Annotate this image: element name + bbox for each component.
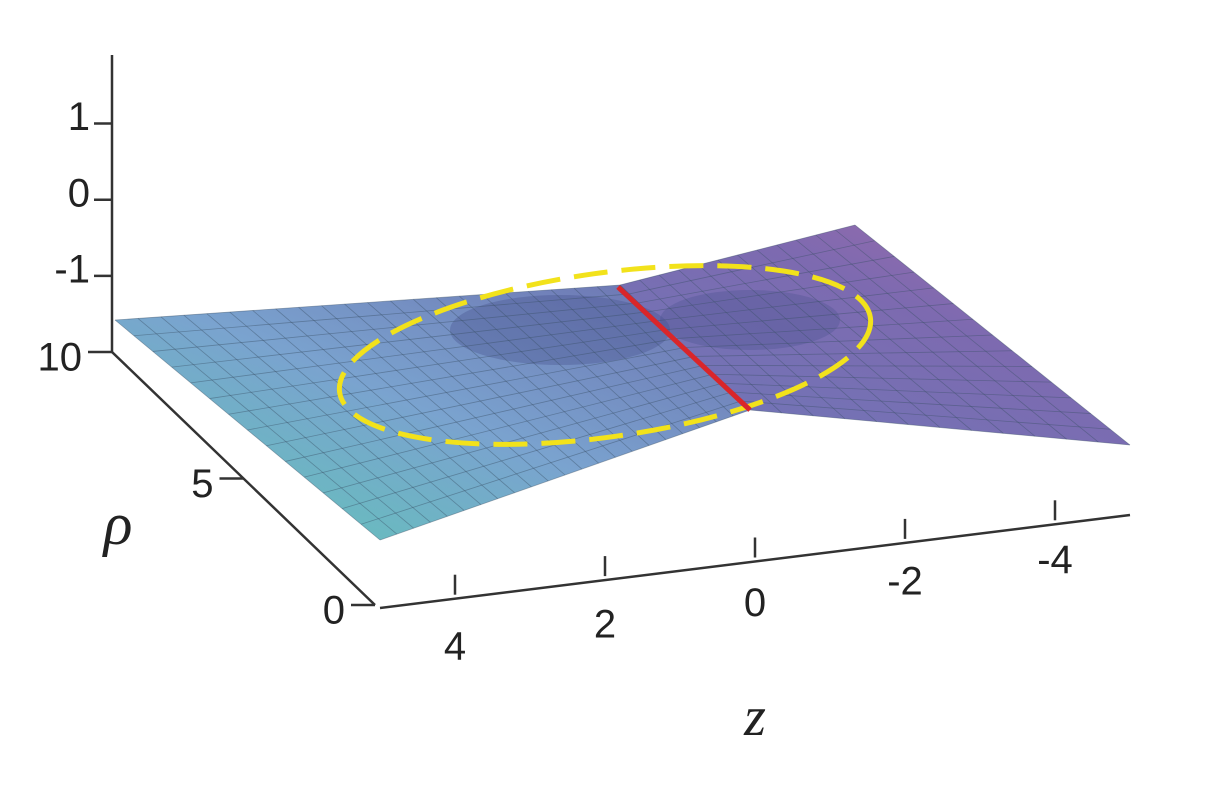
mesh-line [137, 318, 398, 535]
x-tick-label: 2 [594, 603, 616, 647]
x-axis-label: z [743, 686, 766, 748]
highlight-line [616, 285, 752, 412]
surface-left [115, 285, 750, 540]
mesh-line [717, 259, 909, 425]
mesh-line [344, 303, 549, 482]
mesh-line [712, 373, 1052, 383]
mesh-line [247, 347, 686, 431]
mesh-line [694, 350, 1013, 357]
x-tick-label: 4 [444, 624, 466, 668]
mesh-line [436, 297, 616, 458]
mesh-line [619, 224, 856, 286]
mesh-line [657, 287, 934, 322]
mesh-line [675, 318, 973, 339]
annotations [336, 263, 874, 447]
mesh-line [285, 364, 704, 462]
mesh-line [638, 256, 895, 304]
mesh-line [573, 287, 717, 423]
mesh-line [722, 382, 1072, 399]
mesh-line [321, 305, 532, 488]
mesh-line [229, 311, 465, 511]
mesh-line [698, 264, 877, 422]
mesh-line [114, 319, 381, 541]
mesh-line [266, 356, 695, 447]
x-axis [379, 513, 1131, 610]
mesh-line [749, 409, 1131, 446]
dip-shade [450, 295, 670, 365]
mesh-line [504, 292, 667, 440]
mesh-line [639, 279, 782, 414]
mesh-line [550, 289, 700, 429]
mesh-line [854, 224, 1131, 446]
y-tick-label: 10 [38, 336, 83, 380]
mesh-line [666, 303, 954, 331]
mesh-line [275, 308, 498, 499]
y-axis-label: ρ [102, 491, 133, 557]
mesh-line [731, 391, 1091, 414]
mesh-line [367, 302, 566, 476]
mesh-line [629, 240, 875, 295]
x-tick-label: 0 [744, 581, 766, 625]
mesh-line [684, 334, 993, 348]
mesh-line [647, 271, 914, 313]
mesh-line [737, 254, 941, 428]
mesh-line [114, 284, 621, 321]
mesh-line [379, 409, 751, 541]
surface [114, 224, 1131, 541]
dip-shade [660, 290, 840, 350]
mesh-line [835, 229, 1099, 443]
mesh-line [304, 373, 713, 478]
z-tick-label: 0 [68, 171, 90, 215]
z-tick-label: 1 [68, 95, 90, 139]
y-tick-label: 5 [191, 462, 213, 506]
mesh-line [815, 234, 1067, 440]
x-tick-label: -2 [887, 559, 923, 603]
mesh-line [678, 269, 846, 420]
mesh-line [459, 295, 633, 452]
surface-right [620, 225, 1130, 445]
mesh-line [703, 364, 1032, 367]
mesh-line [252, 310, 482, 505]
mesh-line [795, 239, 1036, 437]
mesh-line [527, 291, 683, 434]
mesh-line [413, 299, 599, 464]
mesh-line [152, 302, 639, 352]
mesh-line [596, 286, 734, 417]
mesh-line [323, 382, 723, 494]
mesh-line [342, 391, 732, 509]
mesh-line [171, 311, 648, 368]
mesh-line [160, 316, 414, 529]
mesh-line [360, 400, 741, 525]
y-tick-label: 0 [323, 589, 345, 633]
mesh-line [482, 294, 650, 446]
mesh-line [209, 329, 667, 399]
mesh-line [740, 400, 1111, 430]
mesh-line [133, 293, 630, 337]
mesh-line [228, 338, 676, 415]
mesh-line [206, 313, 448, 517]
mesh-line [190, 320, 658, 384]
mesh-line [298, 306, 515, 494]
highlight-ellipse [336, 263, 874, 447]
z-tick-label: -1 [54, 247, 90, 291]
x-tick-label: -4 [1037, 538, 1073, 582]
mesh-line [183, 314, 431, 523]
